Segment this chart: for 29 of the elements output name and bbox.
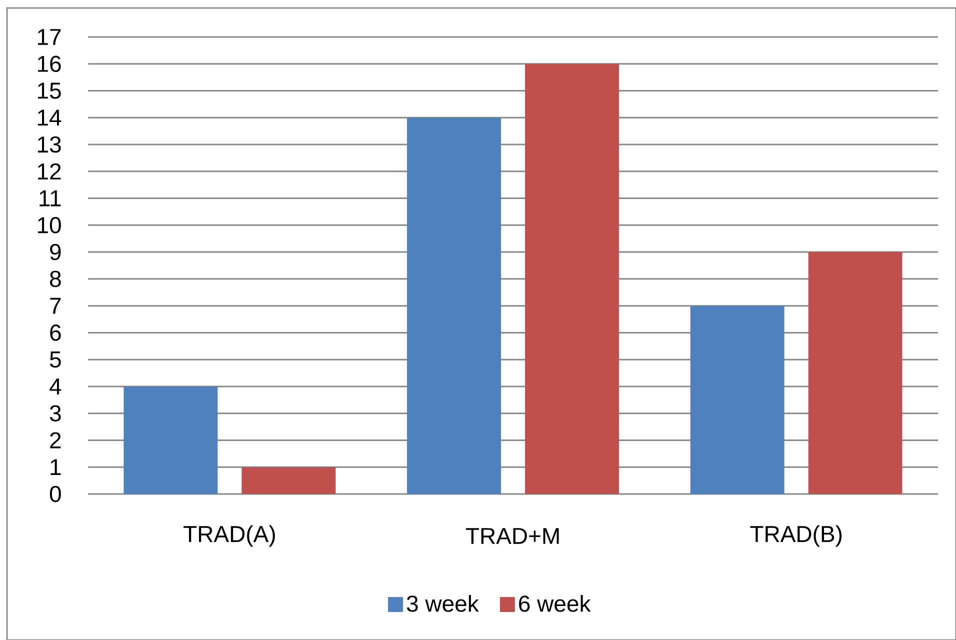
y-tick-label: 5 xyxy=(50,352,61,368)
bar xyxy=(808,252,902,494)
bar xyxy=(242,467,336,494)
y-tick-label: 15 xyxy=(38,82,61,99)
y-tick-label: 14 xyxy=(38,110,62,126)
y-tick-label: 16 xyxy=(38,56,61,72)
bar xyxy=(124,386,218,494)
y-tick-label: 3 xyxy=(50,405,61,422)
bar xyxy=(525,64,620,494)
bar xyxy=(690,306,784,494)
x-tick-label: TRAD+M xyxy=(466,528,559,544)
y-tick-label: 13 xyxy=(38,136,61,153)
y-tick-label: 7 xyxy=(50,298,61,314)
legend-label: 3 week xyxy=(406,594,479,612)
y-tick-label: 11 xyxy=(40,190,61,206)
legend-label: 6 week xyxy=(519,594,591,612)
x-tick-label: TRAD(A) xyxy=(184,525,275,547)
y-tick-label: 8 xyxy=(50,270,61,288)
y-tick-label: 4 xyxy=(50,378,62,394)
y-tick-label: 6 xyxy=(50,324,61,341)
x-tick-label: TRAD(B) xyxy=(750,525,842,547)
y-tick-label: 1 xyxy=(50,459,61,476)
y-tick-label: 9 xyxy=(50,244,61,260)
y-tick-label: 0 xyxy=(50,486,61,502)
y-tick-label: 10 xyxy=(38,217,61,234)
y-tick-label: 12 xyxy=(38,163,61,180)
y-tick-label: 2 xyxy=(50,432,61,448)
y-tick-label: 17 xyxy=(38,29,61,45)
bar xyxy=(407,118,502,494)
